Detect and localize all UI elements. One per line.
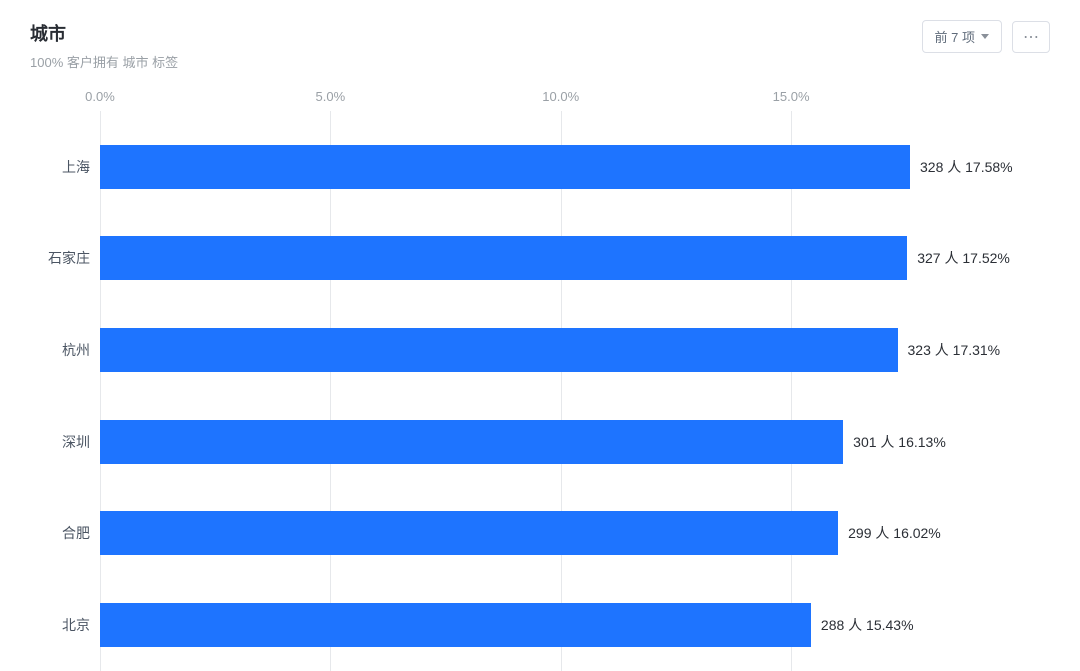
ellipsis-icon: ⋯ [1023, 27, 1039, 47]
top-n-dropdown[interactable]: 前 7 项 [922, 20, 1002, 53]
card-header: 城市 100% 客户拥有 城市 标签 前 7 项 ⋯ [30, 20, 1050, 71]
category-label: 北京 [30, 615, 90, 635]
bar [100, 603, 811, 647]
card-title: 城市 [30, 20, 178, 46]
bar [100, 328, 898, 372]
bar-row: 石家庄327 人 17.52% [100, 236, 910, 280]
x-axis: 0.0%5.0%10.0%15.0% [100, 89, 910, 111]
bar-rows: 上海328 人 17.58% 石家庄327 人 17.52% 杭州323 人 17.… [100, 111, 910, 671]
category-label: 石家庄 [30, 248, 90, 268]
bar-row: 深圳301 人 16.13% [100, 420, 910, 464]
category-label: 杭州 [30, 340, 90, 360]
bar-row: 杭州323 人 17.31% [100, 328, 910, 372]
category-label: 上海 [30, 157, 90, 177]
bar [100, 420, 843, 464]
distribution-card: 城市 100% 客户拥有 城市 标签 前 7 项 ⋯ 0.0% 5.0% 10.0%… [0, 0, 1080, 665]
value-label: 299 人 16.02% [848, 523, 941, 543]
bar [100, 145, 910, 189]
bar-row: 上海328 人 17.58% [100, 145, 910, 189]
top-n-dropdown-label: 前 7 项 [935, 27, 975, 46]
category-label: 合肥 [30, 523, 90, 543]
plot-area: 上海328 人 17.58% 石家庄327 人 17.52% 杭州323 人 17.… [100, 111, 910, 671]
axis-tick-label: 5.0% [316, 89, 346, 104]
bar-row: 合肥299 人 16.02% [100, 511, 910, 555]
card-controls: 前 7 项 ⋯ [922, 20, 1050, 53]
value-label: 327 人 17.52% [917, 248, 1010, 268]
value-label: 301 人 16.13% [853, 432, 946, 452]
bar [100, 236, 907, 280]
title-block: 城市 100% 客户拥有 城市 标签 [30, 20, 178, 71]
value-label: 328 人 17.58% [920, 157, 1013, 177]
bar [100, 511, 838, 555]
axis-tick-label: 15.0% [773, 89, 810, 104]
value-label: 323 人 17.31% [908, 340, 1001, 360]
bar-chart: 上海328 人 17.58%石家庄327 人 17.52%杭州323 人 17.… [30, 111, 1050, 671]
chevron-down-icon [981, 34, 989, 39]
more-button[interactable]: ⋯ [1012, 21, 1050, 53]
bar-row: 北京288 人 15.43% [100, 603, 910, 647]
category-label: 深圳 [30, 432, 90, 452]
axis-tick-label: 0.0% [85, 89, 115, 104]
value-label: 288 人 15.43% [821, 615, 914, 635]
axis-tick-label: 10.0% [542, 89, 579, 104]
card-subtitle: 100% 客户拥有 城市 标签 [30, 52, 178, 71]
